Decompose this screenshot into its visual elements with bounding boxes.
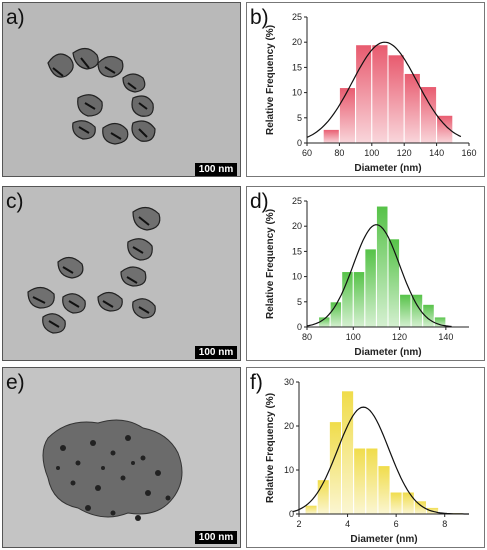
y-tick-label-d-3: 15 (292, 246, 302, 256)
bar-b-7 (436, 114, 454, 144)
bar-d-3 (352, 271, 366, 328)
histogram-d: 80 100 120 140 0 5 10 15 20 25 Diameter (nm) Relati… (265, 196, 469, 358)
x-tick-label-d-3: 140 (438, 332, 453, 342)
y-tick-label-f-2: 20 (284, 421, 294, 431)
x-axis-title-b: Diameter (nm) (354, 163, 421, 174)
scale-bar-label-e: 100 nm (198, 532, 234, 543)
x-tick-label-f-3: 8 (442, 519, 447, 529)
bar-f-7 (389, 491, 403, 515)
tem-micrograph-e (3, 368, 240, 547)
panel-label-c: c) (6, 190, 24, 213)
chart-b: 60 80 100 120 140 160 0 5 10 15 20 25 Diameter (nm) R… (246, 2, 485, 177)
y-tick-label-b-1: 5 (297, 113, 302, 123)
bar-b-4 (387, 54, 405, 144)
panel-label-a: a) (6, 6, 25, 29)
scale-bar-c (195, 346, 237, 359)
bar-f-4 (353, 447, 367, 515)
x-tick-label-b-0: 60 (302, 148, 312, 158)
y-tick-label-d-4: 20 (292, 221, 302, 231)
y-tick-label-f-3: 30 (284, 377, 294, 387)
bar-b-1 (338, 87, 357, 144)
tem-image-e (2, 367, 241, 548)
x-tick-label-b-5: 160 (461, 148, 476, 158)
bar-f-2 (328, 421, 342, 515)
tem-image-c (2, 186, 241, 361)
x-tick-label-d-0: 80 (302, 332, 312, 342)
x-tick-label-b-2: 100 (364, 148, 379, 158)
y-tick-label-d-2: 10 (292, 272, 302, 282)
x-tick-label-b-4: 140 (429, 148, 444, 158)
scale-bar-label-c: 100 nm (198, 347, 234, 358)
x-tick-label-f-2: 6 (394, 519, 399, 529)
x-tick-label-f-0: 2 (296, 519, 301, 529)
fit-curve-b (306, 41, 462, 138)
x-axis-title-f: Diameter (nm) (350, 534, 417, 545)
scale-bar-a (195, 163, 237, 176)
histogram-f: 2 4 6 8 0 10 20 30 Diameter (nm) Relative Frequen… (265, 377, 469, 545)
panel-label-f: f) (250, 371, 263, 394)
fit-curve-d (306, 224, 452, 328)
y-tick-label-b-3: 15 (292, 62, 302, 72)
y-tick-label-d-1: 5 (297, 297, 302, 307)
chart-d: 80 100 120 140 0 5 10 15 20 25 Diameter (nm) Relati… (246, 186, 485, 361)
bar-d-6 (387, 238, 401, 328)
bar-b-2 (355, 44, 373, 144)
panel-label-e: e) (6, 371, 25, 394)
bar-d-7 (399, 293, 412, 328)
histogram-b: 60 80 100 120 140 160 0 5 10 15 20 25 Diameter (nm) R… (265, 12, 477, 174)
y-axis-title-f: Relative Frequency (%) (265, 393, 276, 503)
y-tick-label-f-1: 10 (284, 465, 294, 475)
tem-image-a (2, 2, 241, 177)
y-tick-label-b-4: 20 (292, 37, 302, 47)
y-tick-label-b-0: 0 (297, 138, 302, 148)
scale-bar-e (195, 531, 237, 544)
fit-curve-f (292, 406, 469, 515)
x-tick-label-b-3: 120 (397, 148, 412, 158)
y-tick-label-f-0: 0 (289, 509, 294, 519)
bar-d-4 (364, 248, 377, 328)
tem-micrograph-c (3, 187, 240, 360)
bar-f-3 (341, 390, 355, 515)
y-tick-label-d-5: 25 (292, 196, 302, 206)
y-tick-label-d-0: 0 (297, 322, 302, 332)
y-tick-label-b-2: 10 (292, 88, 302, 98)
y-axis-title-d: Relative Frequency (%) (265, 209, 276, 319)
y-tick-label-b-5: 25 (292, 12, 302, 22)
chart-f: 2 4 6 8 0 10 20 30 Diameter (nm) Relative Frequen… (246, 367, 485, 548)
tem-micrograph-a (3, 3, 240, 176)
bar-d-5 (375, 205, 389, 328)
bar-b-6 (419, 86, 438, 144)
scale-bar-label-a: 100 nm (198, 164, 234, 175)
x-tick-label-d-1: 100 (346, 332, 361, 342)
bar-f-5 (365, 447, 379, 515)
y-axis-title-b: Relative Frequency (%) (265, 25, 276, 135)
x-tick-label-b-1: 80 (334, 148, 344, 158)
panel-label-d: d) (250, 190, 269, 213)
x-axis-title-d: Diameter (nm) (354, 347, 421, 358)
bar-f-1 (316, 479, 330, 515)
bar-b-0 (322, 128, 340, 144)
x-tick-label-d-2: 120 (392, 332, 407, 342)
bar-f-8 (401, 491, 415, 515)
x-tick-label-f-1: 4 (345, 519, 350, 529)
panel-label-b: b) (250, 6, 269, 29)
bar-f-0 (304, 504, 318, 515)
bar-f-6 (377, 465, 391, 515)
bar-b-3 (371, 44, 389, 144)
